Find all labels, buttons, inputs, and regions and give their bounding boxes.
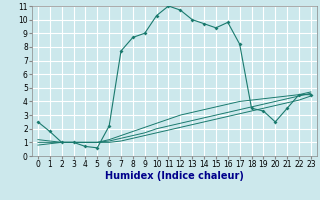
X-axis label: Humidex (Indice chaleur): Humidex (Indice chaleur) bbox=[105, 171, 244, 181]
